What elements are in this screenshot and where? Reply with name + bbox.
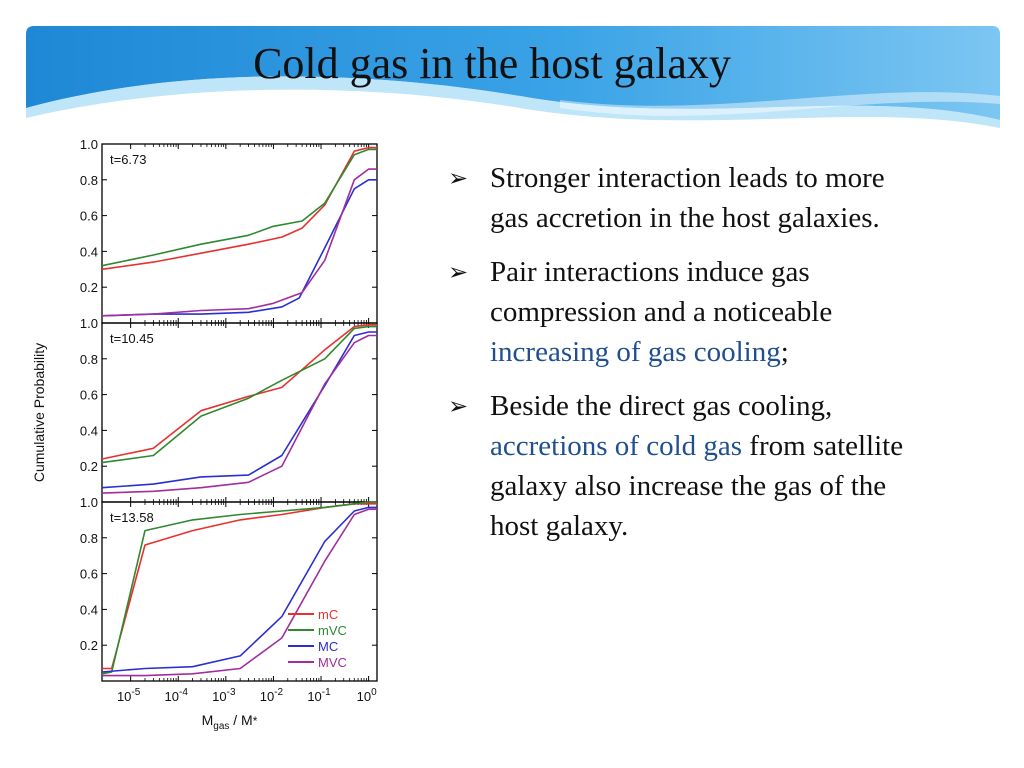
bullet-item: ➢ Beside the direct gas cooling, accretio… [448, 386, 918, 546]
slide-title: Cold gas in the host galaxy [253, 39, 731, 88]
x-tick-label: 10-4 [165, 687, 189, 704]
panel-time-label: t=13.58 [110, 510, 154, 525]
y-tick-label: 1.0 [80, 137, 98, 152]
series-line-mC [102, 502, 377, 670]
y-tick-label: 0.2 [80, 459, 98, 474]
x-tick-base: 10 [165, 689, 179, 704]
y-tick-label: 0.6 [80, 567, 98, 582]
legend-label: MC [318, 639, 338, 654]
y-tick-label: 0.8 [80, 173, 98, 188]
bullet-arrow-icon: ➢ [448, 258, 469, 286]
x-axis-label-part: * [253, 714, 258, 728]
y-tick-label: 0.2 [80, 638, 98, 653]
bullet-list: ➢ Stronger interaction leads to more gas … [448, 158, 918, 560]
chart-panel: 0.2 0.4 0.6 0.8 1.0 t=6.73 [80, 137, 378, 324]
legend-label: mC [318, 607, 338, 622]
x-tick-exponent: -5 [131, 687, 140, 698]
x-tick-base: 10 [260, 689, 274, 704]
x-tick-label: 10-1 [307, 687, 331, 704]
bullet-arrow-icon: ➢ [448, 164, 469, 192]
chart-panel: 0.2 0.4 0.6 0.8 1.0 t=10.45 [80, 316, 378, 503]
series-line-MVC [101, 168, 377, 317]
x-tick-base: 10 [357, 689, 371, 704]
x-axis-label-part: M [202, 712, 214, 728]
bullet-arrow-icon: ➢ [448, 392, 469, 420]
legend-label: MVC [318, 655, 347, 670]
series-line-MVC [102, 508, 377, 677]
bullet-text: ; [780, 336, 789, 368]
y-tick-label: 1.0 [80, 316, 98, 331]
highlighted-text: increasing of gas cooling [490, 336, 781, 368]
y-tick-label: 0.6 [80, 209, 98, 224]
x-axis-label-part: / M [229, 712, 252, 728]
legend-label: mVC [318, 623, 347, 638]
y-axis-label: Cumulative Probability [31, 343, 47, 482]
series-line-mC [101, 146, 377, 271]
x-tick-exponent: 0 [371, 687, 377, 698]
x-tick-exponent: -4 [179, 687, 188, 698]
highlighted-text: accretions of cold gas [490, 430, 743, 462]
y-tick-label: 1.0 [80, 495, 98, 510]
header-banner [26, 26, 1000, 128]
x-tick-label: 100 [357, 687, 377, 704]
bullet-item: ➢ Pair interactions induce gas compressio… [448, 252, 918, 372]
x-axis-label: Mgas / M* [202, 712, 258, 732]
panel-time-label: t=6.73 [110, 152, 147, 167]
x-tick-base: 10 [212, 689, 226, 704]
bullet-text: from satellite galaxy also increase the … [490, 430, 904, 542]
y-tick-label: 0.8 [80, 531, 98, 546]
series-line-MVC [101, 334, 377, 494]
bullet-text: Stronger interaction leads to more gas a… [490, 162, 885, 234]
x-tick-label: 10-2 [260, 687, 284, 704]
x-tick-exponent: -1 [322, 687, 331, 698]
bullet-text: Pair interactions induce gas compression… [490, 256, 833, 328]
x-tick-label: 10-5 [117, 687, 141, 704]
y-tick-label: 0.4 [80, 602, 98, 617]
series-line-mVC [101, 325, 377, 464]
series-line-MC [101, 506, 377, 673]
x-tick-label: 10-3 [212, 687, 236, 704]
panel-frame [101, 143, 378, 324]
panel-time-label: t=10.45 [110, 331, 154, 346]
series-line-mVC [101, 148, 377, 267]
series-line-MC [101, 178, 377, 317]
y-tick-label: 0.6 [80, 388, 98, 403]
y-tick-label: 0.4 [80, 423, 98, 438]
series-line-mC [101, 324, 377, 460]
bullet-text: Beside the direct gas cooling, [490, 390, 833, 422]
chart-panel: 0.2 0.4 0.6 0.8 1.0 t=13.58 [80, 495, 378, 682]
series-line-MC [101, 331, 377, 489]
bullet-item: ➢ Stronger interaction leads to more gas … [448, 158, 918, 238]
x-tick-base: 10 [307, 689, 321, 704]
y-tick-label: 0.2 [80, 280, 98, 295]
series-line-mVC [101, 501, 377, 675]
x-tick-exponent: -3 [227, 687, 236, 698]
x-tick-base: 10 [117, 689, 131, 704]
y-tick-label: 0.8 [80, 352, 98, 367]
y-tick-label: 0.4 [80, 244, 98, 259]
x-tick-exponent: -2 [274, 687, 283, 698]
cumulative-probability-chart: 0.2 0.4 0.6 0.8 1.0 t=6.73 0.2 0.4 0.6 0.8 1.0 t=10… [31, 137, 378, 732]
x-axis-label-part: gas [213, 721, 229, 732]
panel-frame [101, 501, 378, 682]
